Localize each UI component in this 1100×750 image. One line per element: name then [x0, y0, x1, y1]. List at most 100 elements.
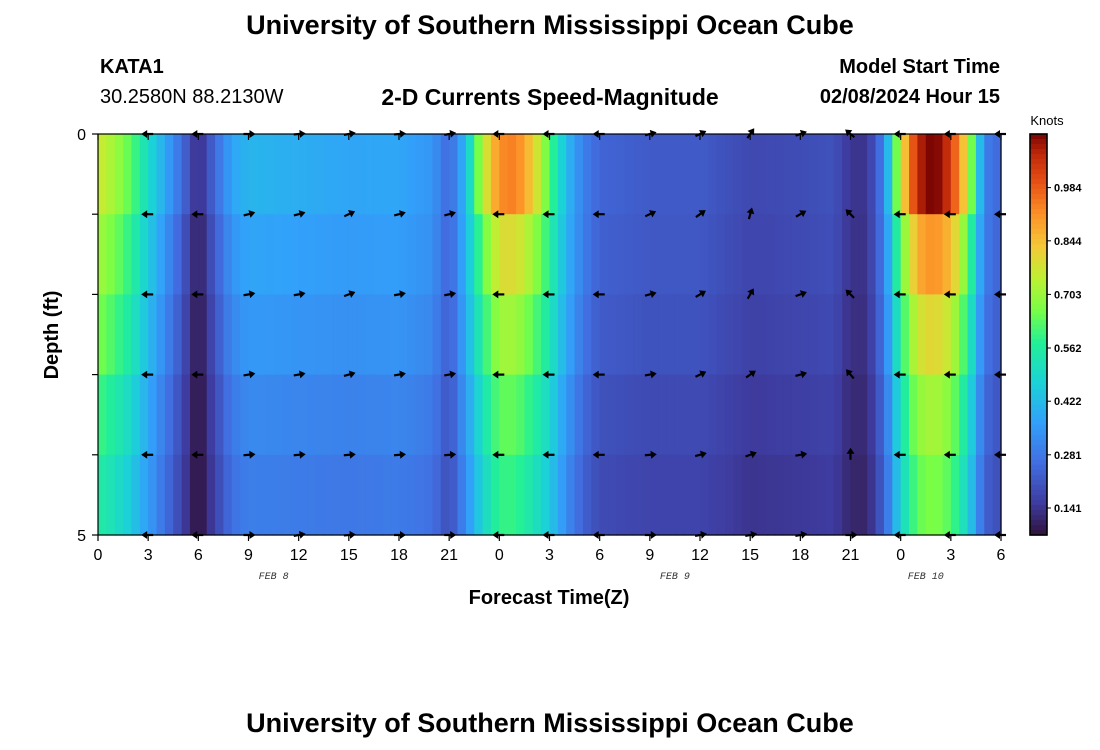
- heatmap-cell: [624, 294, 634, 376]
- heatmap-cell: [666, 374, 676, 456]
- date-label: FEB 9: [660, 572, 690, 583]
- x-tick-label: 9: [244, 547, 253, 564]
- heatmap-cell: [758, 214, 768, 295]
- heatmap-cell: [624, 214, 634, 295]
- heatmap-cell: [800, 214, 810, 295]
- colorbar-segment: [1030, 254, 1047, 260]
- heatmap-cell: [842, 214, 852, 295]
- heatmap-cell: [315, 134, 325, 215]
- heatmap-cell: [365, 454, 375, 536]
- heatmap-cell: [373, 294, 383, 376]
- heatmap-cell: [532, 294, 542, 376]
- heatmap-cell: [674, 454, 684, 536]
- current-arrow: [243, 450, 256, 459]
- heatmap-cell: [633, 294, 643, 376]
- heatmap-cell: [223, 294, 233, 376]
- heatmap-cell: [281, 374, 291, 456]
- current-arrow: [191, 290, 204, 299]
- heatmap-cell: [315, 214, 325, 295]
- current-arrow: [846, 369, 855, 380]
- heatmap-cell: [181, 454, 191, 536]
- colorbar-segment: [1030, 529, 1047, 536]
- heatmap-cell: [649, 374, 659, 456]
- heatmap-cell: [582, 454, 592, 536]
- heatmap-cell: [817, 214, 827, 295]
- heatmap-cell: [716, 374, 726, 456]
- current-arrow: [795, 370, 808, 379]
- heatmap-cell: [256, 454, 266, 536]
- heatmap-cell: [424, 454, 434, 536]
- colorbar-segment: [1030, 514, 1047, 521]
- heatmap-cell: [858, 134, 868, 215]
- heatmap-cell: [390, 374, 400, 456]
- current-arrow: [994, 370, 1006, 379]
- heatmap-cell: [265, 214, 275, 295]
- heatmap-cell: [474, 454, 484, 536]
- heatmap-cell: [683, 374, 693, 456]
- heatmap-cell: [775, 454, 785, 536]
- heatmap-cell: [741, 214, 751, 295]
- y-axis-title: Depth (ft): [41, 291, 63, 380]
- heatmap-cell: [992, 294, 1002, 376]
- heatmap-cell: [691, 454, 701, 536]
- heatmap-cell: [666, 214, 676, 295]
- heatmap-cell: [909, 294, 918, 376]
- heatmap-cell: [298, 374, 308, 456]
- heatmap-cell: [917, 454, 927, 536]
- heatmap-cell: [850, 134, 860, 215]
- heatmap-cell: [700, 454, 709, 536]
- colorbar-segment: [1030, 299, 1047, 306]
- colorbar-segment: [1030, 454, 1047, 461]
- x-tick-label: 3: [545, 547, 554, 564]
- heatmap-cell: [256, 214, 266, 295]
- heatmap-cell: [691, 214, 701, 295]
- heatmap-cell: [449, 294, 459, 376]
- heatmap-cell: [741, 374, 751, 456]
- colorbar-segment: [1030, 434, 1047, 441]
- heatmap-cell: [131, 214, 141, 295]
- chart-subtitle: 2-D Currents Speed-Magnitude: [381, 84, 719, 110]
- heatmap-cell: [323, 454, 333, 536]
- heatmap-cell: [549, 214, 559, 295]
- heatmap-cell: [240, 454, 250, 536]
- heatmap-cell: [541, 134, 551, 215]
- heatmap-cell: [541, 214, 551, 295]
- heatmap-cell: [608, 294, 617, 376]
- model-start-label: Model Start Time: [839, 56, 1000, 78]
- x-tick-label: 21: [440, 547, 458, 564]
- current-arrow: [243, 210, 256, 218]
- heatmap-cell: [842, 454, 852, 536]
- heatmap-cell: [407, 214, 417, 295]
- heatmap-cell: [783, 454, 793, 536]
- heatmap-cell: [566, 454, 576, 536]
- heatmap-cell: [934, 454, 944, 536]
- heatmap-cell: [424, 134, 434, 215]
- colorbar-segment: [1030, 419, 1047, 426]
- heatmap-cell: [683, 294, 693, 376]
- colorbar-segment: [1030, 224, 1047, 230]
- current-arrow: [592, 210, 605, 219]
- heatmap-cell: [741, 454, 751, 536]
- heatmap-cell: [348, 454, 358, 536]
- heatmap-cell: [858, 374, 868, 456]
- heatmap-cell: [231, 374, 241, 456]
- heatmap-cell: [750, 454, 760, 536]
- heatmap-cell: [524, 454, 534, 536]
- heatmap-cell: [407, 134, 417, 215]
- heatmap-cell: [106, 454, 116, 536]
- heatmap-cell: [574, 214, 584, 295]
- heatmap-cell: [875, 374, 885, 456]
- heatmap-cell: [967, 374, 977, 456]
- heatmap-cell: [248, 134, 258, 215]
- heatmap-cell: [373, 134, 383, 215]
- heatmap-cell: [114, 294, 124, 376]
- heatmap-cell: [917, 214, 927, 295]
- x-tick-label: 0: [94, 547, 103, 564]
- heatmap-cell: [858, 214, 868, 295]
- heatmap-cell: [164, 454, 174, 536]
- heatmap-cell: [733, 374, 743, 456]
- heatmap-cell: [708, 374, 718, 456]
- heatmap-cell: [892, 454, 902, 536]
- heatmap-cell: [290, 374, 300, 456]
- heatmap-cell: [750, 134, 760, 215]
